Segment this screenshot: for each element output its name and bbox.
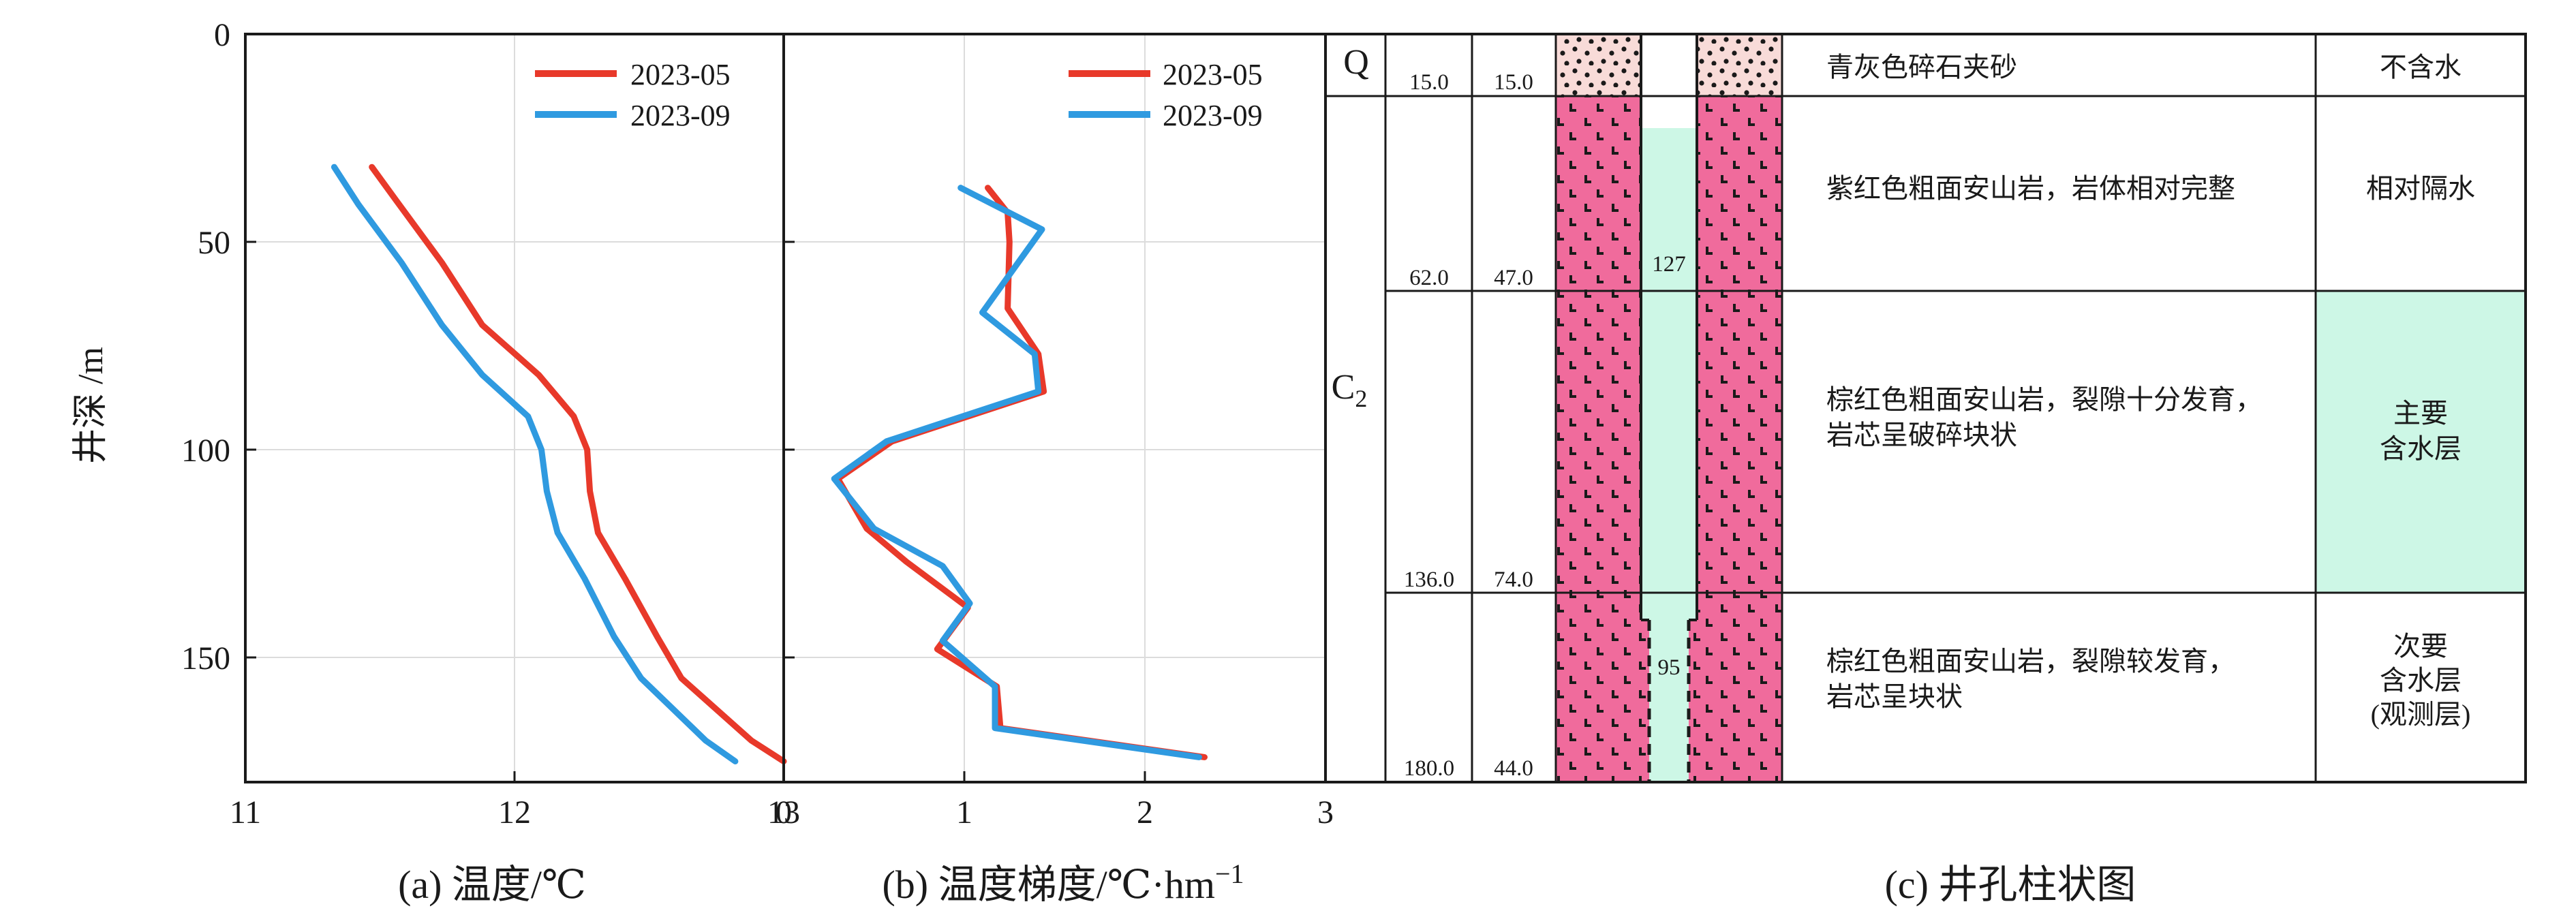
gravel-layer-left bbox=[1556, 34, 1641, 96]
rock-layer-right bbox=[1697, 96, 1782, 782]
depth-1: 15.0 bbox=[1409, 70, 1449, 95]
casing-wall-upper bbox=[1640, 34, 1698, 620]
panel-a-series bbox=[331, 164, 787, 764]
series-line-a-2 bbox=[331, 164, 739, 764]
panel-b-series bbox=[831, 185, 1208, 760]
series-line-b-1 bbox=[835, 185, 1208, 760]
well-casing-lower bbox=[1649, 620, 1689, 782]
water-4-line-2: 含水层 bbox=[2380, 665, 2462, 696]
water-4-line-1: 次要 bbox=[2393, 631, 2448, 662]
well-casing-upper bbox=[1641, 128, 1697, 620]
strat-c2-sub: 2 bbox=[1355, 385, 1367, 412]
lith-4-line-1: 棕红色粗面安山岩，裂隙较发育， bbox=[1826, 646, 2235, 677]
panel-a-legend: 2023-05 2023-09 bbox=[535, 58, 731, 132]
strat-c2-code: C bbox=[1332, 368, 1355, 407]
thick-3: 74.0 bbox=[1494, 568, 1533, 592]
strat-c2: C2 bbox=[1332, 368, 1368, 412]
water-4-line-3: (观测层) bbox=[2371, 699, 2471, 730]
y-axis-label: 井深 /m bbox=[72, 347, 110, 464]
caption-b-superscript: −1 bbox=[1215, 858, 1244, 889]
legend-a-label-2: 2023-09 bbox=[630, 99, 731, 132]
water-3-line-2: 含水层 bbox=[2380, 433, 2462, 464]
screen-pipe bbox=[1647, 620, 1691, 782]
x-tick-label-b-2: 2 bbox=[1137, 794, 1153, 830]
caption-a: (a) 温度/℃ bbox=[398, 862, 586, 907]
panel-b: 0 1 2 3 2023-05 2023-09 (b) 温度梯度/℃·hm−1 bbox=[776, 33, 1334, 907]
series-line-a-1 bbox=[369, 164, 787, 764]
aquifer-highlight bbox=[2316, 291, 2526, 593]
caption-b-text: (b) 温度梯度/℃·hm bbox=[882, 862, 1215, 907]
water-3-line-1: 主要 bbox=[2393, 398, 2448, 429]
lith-3-line-1: 棕红色粗面安山岩，裂隙十分发育， bbox=[1826, 384, 2263, 415]
panel-c: 127 95 Q C2 15.0 15.0 62.0 47.0 136.0 74… bbox=[1324, 33, 2527, 907]
x-tick-label-a-0: 11 bbox=[230, 794, 261, 830]
lith-3-line-2: 岩芯呈破碎块状 bbox=[1826, 420, 2017, 450]
rock-step-left bbox=[1641, 620, 1649, 782]
gravel-layer-right bbox=[1697, 34, 1782, 96]
column-frame bbox=[1324, 33, 2527, 783]
lith-4-line-2: 岩芯呈块状 bbox=[1826, 681, 1963, 712]
x-tick-label-a-2: 13 bbox=[767, 794, 800, 830]
y-tick-label-0: 0 bbox=[214, 17, 230, 53]
x-tick-label-b-0: 0 bbox=[776, 794, 792, 830]
water-1: 不含水 bbox=[2380, 52, 2462, 82]
thick-4: 44.0 bbox=[1494, 756, 1533, 781]
panel-b-ticks: 0 1 2 3 bbox=[776, 33, 1334, 830]
x-tick-label-b-1: 1 bbox=[956, 794, 972, 830]
caption-b: (b) 温度梯度/℃·hm−1 bbox=[882, 858, 1244, 907]
water-2: 相对隔水 bbox=[2366, 173, 2475, 204]
legend-a-label-1: 2023-05 bbox=[630, 58, 731, 91]
depth-4: 180.0 bbox=[1404, 756, 1454, 781]
panel-b-frame bbox=[782, 33, 1327, 783]
thick-1: 15.0 bbox=[1494, 70, 1533, 95]
legend-b-label-1: 2023-05 bbox=[1163, 58, 1263, 91]
y-tick-label-1: 50 bbox=[198, 225, 230, 261]
x-tick-label-a-1: 12 bbox=[498, 794, 531, 830]
x-tick-label-b-3: 3 bbox=[1317, 794, 1334, 830]
lith-2: 紫红色粗面安山岩，岩体相对完整 bbox=[1826, 173, 2235, 204]
caption-c: (c) 井孔柱状图 bbox=[1885, 862, 2136, 907]
thick-2: 47.0 bbox=[1494, 266, 1533, 290]
casing-label-127: 127 bbox=[1652, 252, 1686, 277]
casing-label-95: 95 bbox=[1658, 655, 1681, 680]
lith-1: 青灰色碎石夹砂 bbox=[1826, 52, 2017, 82]
strat-q: Q bbox=[1343, 43, 1369, 82]
panel-b-grid bbox=[784, 34, 1325, 782]
legend-b-label-2: 2023-09 bbox=[1163, 99, 1263, 132]
depth-3: 136.0 bbox=[1404, 568, 1454, 592]
series-line-b-2 bbox=[831, 185, 1202, 760]
rock-layer-left bbox=[1556, 96, 1641, 782]
depth-2: 62.0 bbox=[1409, 266, 1449, 290]
y-tick-label-2: 100 bbox=[181, 433, 230, 469]
panel-b-legend: 2023-05 2023-09 bbox=[1069, 58, 1263, 132]
rock-step-right bbox=[1689, 620, 1697, 782]
y-tick-label-3: 150 bbox=[181, 640, 230, 677]
